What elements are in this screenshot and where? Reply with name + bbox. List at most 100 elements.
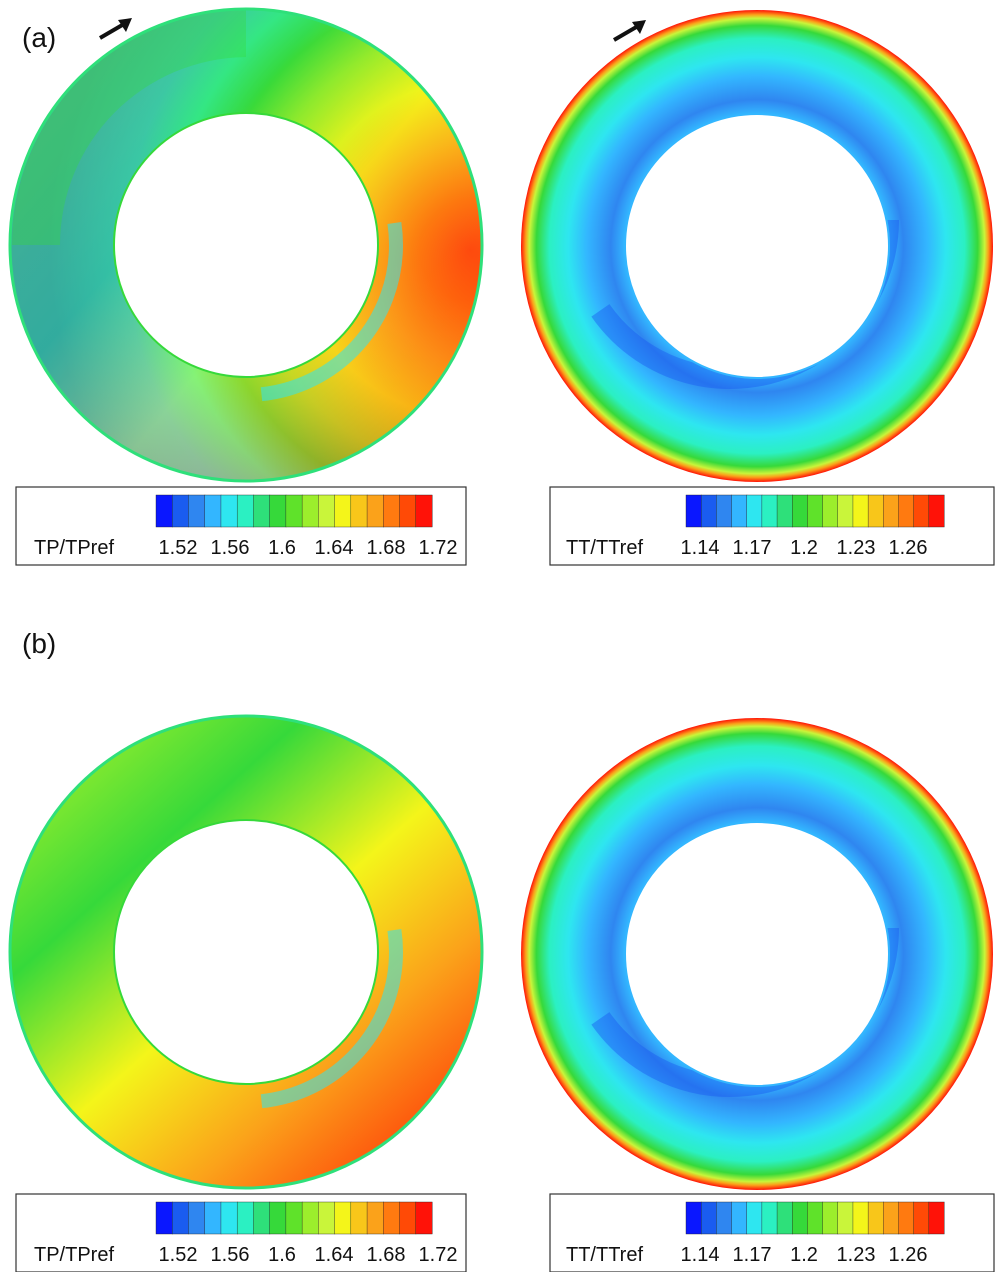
colorbar-swatch xyxy=(204,1201,222,1235)
colorbar-swatch xyxy=(334,1201,352,1235)
legend-tick-label: 1.2 xyxy=(790,1244,818,1266)
colorbar-swatch xyxy=(350,494,368,528)
colorbar-swatch xyxy=(867,494,884,528)
colorbar-swatch xyxy=(822,1201,839,1235)
legend-tick-label: 1.52 xyxy=(159,1244,198,1266)
colorbar-swatch xyxy=(700,494,717,528)
colorbar-swatch xyxy=(366,494,384,528)
colorbar-swatch xyxy=(700,1201,717,1235)
colorbar-swatch xyxy=(776,494,793,528)
colorbar-swatch xyxy=(761,494,778,528)
colorbar-swatch xyxy=(285,494,303,528)
colorbar-swatch xyxy=(366,1201,384,1235)
tp-contour-ring-a xyxy=(8,7,484,483)
colorbar-swatch xyxy=(318,494,336,528)
legend-tick-label: 1.2 xyxy=(790,537,818,559)
colorbar-swatch xyxy=(204,494,222,528)
colorbar-swatch xyxy=(172,494,189,528)
colorbar-swatch xyxy=(220,1201,238,1235)
colorbar-swatch xyxy=(852,1201,869,1235)
colorbar-swatch xyxy=(172,1201,189,1235)
colorbar-swatch xyxy=(716,494,733,528)
colorbar-swatch xyxy=(807,494,824,528)
legend-tick-label: 1.64 xyxy=(315,537,354,559)
colorbar-swatch xyxy=(913,494,930,528)
legend-tick-label: 1.56 xyxy=(211,1244,250,1266)
colorbar-swatch xyxy=(746,1201,763,1235)
legend-tick-label: 1.6 xyxy=(268,1244,296,1266)
legend-tick-label: 1.26 xyxy=(889,1244,928,1266)
colorbar-swatch xyxy=(285,1201,303,1235)
colorbar-swatch xyxy=(269,494,287,528)
colorbar-swatch xyxy=(822,494,839,528)
colorbar-swatch xyxy=(415,1201,433,1235)
colorbar-swatch xyxy=(928,1201,945,1235)
legend-tick-label: 1.17 xyxy=(733,1244,772,1266)
legend-tick-label: 1.14 xyxy=(681,537,720,559)
legend-tick-label: 1.23 xyxy=(837,1244,876,1266)
colorbar-swatch xyxy=(399,1201,417,1235)
colorbar-swatch xyxy=(792,1201,808,1235)
colorbar-swatch xyxy=(155,1201,173,1235)
colorbar-swatch xyxy=(776,1201,793,1235)
colorbar-swatch xyxy=(883,494,899,528)
colorbar-swatch xyxy=(837,1201,854,1235)
colorbar-swatch xyxy=(807,1201,824,1235)
colorbar-swatch xyxy=(318,1201,336,1235)
colorbar-swatch xyxy=(334,494,352,528)
colorbar-swatch xyxy=(852,494,869,528)
legend-tick-label: 1.68 xyxy=(367,537,406,559)
colorbar-swatch xyxy=(731,1201,748,1235)
colorbar-swatch xyxy=(883,1201,899,1235)
colorbar-swatch xyxy=(236,1201,254,1235)
colorbar-swatch xyxy=(761,1201,778,1235)
rotation-arrow-icon xyxy=(98,18,132,40)
legend-tick-label: 1.26 xyxy=(889,537,928,559)
colorbar-swatch xyxy=(188,1201,206,1235)
colorbar-swatch xyxy=(867,1201,884,1235)
colorbar-swatch xyxy=(155,494,173,528)
colorbar-swatch xyxy=(898,1201,915,1235)
colorbar-swatch xyxy=(837,494,854,528)
colorbar-swatch xyxy=(716,1201,733,1235)
colorbar-swatch xyxy=(415,494,433,528)
legend-tick-label: 1.72 xyxy=(419,537,458,559)
legend-title-tt-b: TT/TTref xyxy=(566,1244,643,1266)
legend-tick-label: 1.6 xyxy=(268,537,296,559)
tp-contour-ring-b xyxy=(8,714,484,1190)
panel-label-a: (a) xyxy=(22,22,57,53)
colorbar-swatch xyxy=(236,494,254,528)
colorbar-swatch xyxy=(350,1201,368,1235)
colorbar-swatch xyxy=(301,494,319,528)
colorbar-swatch xyxy=(685,494,702,528)
tt-contour-ring-b xyxy=(521,718,993,1190)
colorbar-swatch xyxy=(220,494,238,528)
colorbar-swatch xyxy=(269,1201,287,1235)
legend-tick-label: 1.17 xyxy=(733,537,772,559)
legend-tick-label: 1.68 xyxy=(367,1244,406,1266)
colorbar-swatch xyxy=(898,494,915,528)
colorbar-swatch xyxy=(383,494,401,528)
legend-tick-label: 1.56 xyxy=(211,537,250,559)
colorbar-swatch xyxy=(913,1201,930,1235)
legend-title-tp-b: TP/TPref xyxy=(34,1244,114,1266)
colorbar-swatch xyxy=(399,494,417,528)
legend-tick-label: 1.14 xyxy=(681,1244,720,1266)
colorbar-swatch xyxy=(301,1201,319,1235)
colorbar-swatch xyxy=(746,494,763,528)
colorbar-swatch xyxy=(928,494,945,528)
legend-tick-label: 1.72 xyxy=(419,1244,458,1266)
legend-tick-label: 1.23 xyxy=(837,537,876,559)
panel-label-b: (b) xyxy=(22,628,57,659)
colorbar-swatch xyxy=(383,1201,401,1235)
legend-title-tt-a: TT/TTref xyxy=(566,537,643,559)
colorbar-swatch xyxy=(731,494,748,528)
tt-contour-ring-a xyxy=(521,10,993,482)
colorbar-swatch xyxy=(188,494,206,528)
legend-tick-label: 1.52 xyxy=(159,537,198,559)
colorbar-swatch xyxy=(253,494,271,528)
colorbar-swatch xyxy=(253,1201,271,1235)
rotation-arrow-icon xyxy=(612,20,646,42)
colorbar-swatch xyxy=(685,1201,702,1235)
